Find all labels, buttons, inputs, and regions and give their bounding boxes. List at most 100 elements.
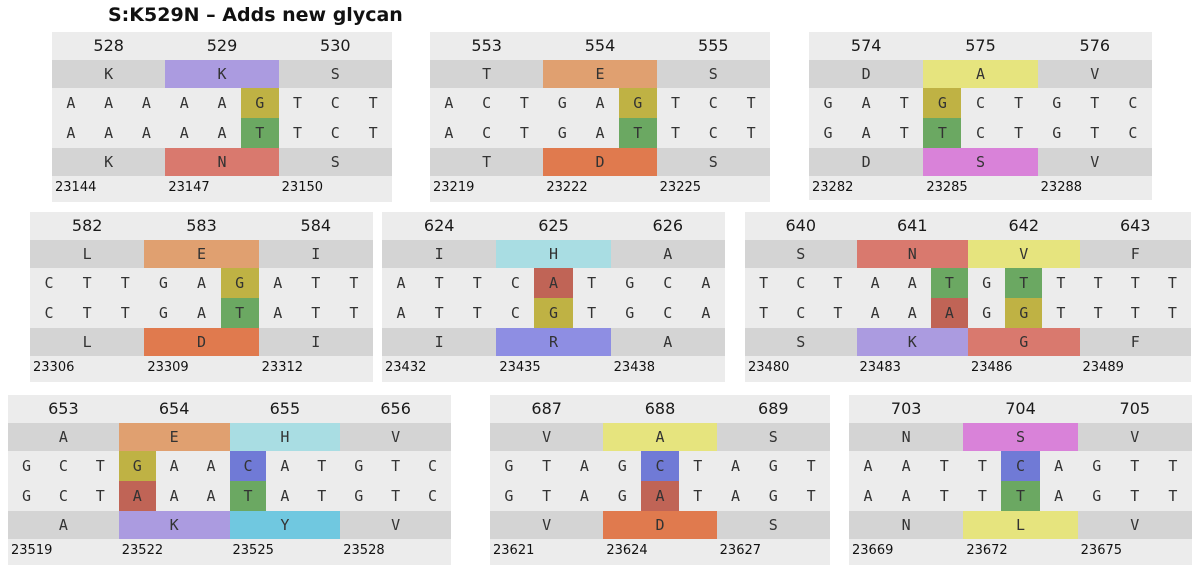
alt-nucleotide: T — [833, 304, 843, 322]
alt-nucleotide: T — [899, 124, 909, 142]
ref-nucleotide: G — [158, 274, 168, 292]
ref-amino-acid: A — [923, 60, 1038, 88]
codon-number: 687 — [531, 399, 562, 418]
genome-position: 23519 — [11, 543, 53, 558]
ref-amino-acid: S — [708, 65, 718, 83]
alt-amino-acid: S — [796, 333, 806, 351]
codon-number: 626 — [652, 216, 684, 235]
ref-nucleotide: A — [907, 274, 917, 292]
ref-nucleotide: A — [206, 457, 216, 475]
ref-nucleotide: G — [625, 274, 635, 292]
mutation-panel: 582 583 584 L E I L D I C T T G A G A T T C T T G A T A T T 23306 23… — [30, 212, 373, 382]
ref-amino-acid: H — [496, 240, 611, 268]
codon-number: 688 — [644, 399, 676, 418]
alt-nucleotide: A — [863, 487, 873, 505]
codon-number: 643 — [1119, 216, 1151, 235]
ref-nucleotide: T — [519, 94, 529, 112]
ref-nucleotide: T — [317, 457, 327, 475]
codon-number: 625 — [538, 216, 569, 235]
alt-nucleotide: G — [617, 487, 627, 505]
ref-nucleotide: T — [1130, 457, 1140, 475]
ref-amino-acid: N — [856, 240, 968, 268]
alt-amino-acid: A — [58, 516, 68, 534]
ref-nucleotide: C — [641, 451, 679, 481]
alt-nucleotide: A — [141, 124, 151, 142]
alt-nucleotide: G — [625, 304, 635, 322]
ref-nucleotide: C — [58, 457, 68, 475]
alt-amino-acid: V — [1090, 153, 1100, 171]
ref-nucleotide: G — [823, 94, 833, 112]
ref-nucleotide: T — [542, 457, 552, 475]
mutation-panel: 574 575 576 D A V D S V G A T G C T G T C G A T T C T G T C 23282 23… — [809, 32, 1152, 200]
ref-nucleotide: G — [118, 451, 156, 481]
alt-nucleotide: T — [1056, 304, 1066, 322]
codon-number: 582 — [71, 216, 103, 235]
ref-nucleotide: G — [354, 457, 364, 475]
ref-nucleotide: A — [273, 274, 283, 292]
alt-nucleotide: A — [731, 487, 741, 505]
alt-nucleotide: T — [220, 298, 259, 328]
ref-nucleotide: T — [1130, 274, 1140, 292]
alt-amino-acid: D — [603, 511, 717, 539]
alt-amino-acid: I — [311, 333, 321, 351]
ref-nucleotide: A — [870, 274, 880, 292]
ref-amino-acid: V — [1130, 428, 1140, 446]
ref-nucleotide: A — [901, 457, 911, 475]
codon-number: 575 — [965, 36, 996, 55]
ref-nucleotide: T — [930, 268, 968, 298]
ref-amino-acid: I — [311, 245, 321, 263]
ref-amino-acid: N — [901, 428, 911, 446]
alt-amino-acid: F — [1130, 333, 1140, 351]
codon-number: 656 — [380, 399, 411, 418]
ref-nucleotide: A — [731, 457, 741, 475]
mutation-panel: 624 625 626 I H A I R A A T T C A T G C A A T T C G T G C A 23432 23… — [382, 212, 725, 382]
ref-nucleotide: C — [1001, 451, 1040, 481]
ref-amino-acid: A — [663, 245, 673, 263]
ref-nucleotide: T — [693, 457, 703, 475]
alt-nucleotide: A — [595, 124, 605, 142]
ref-amino-acid: K — [165, 60, 279, 88]
ref-nucleotide: C — [229, 451, 267, 481]
codon-number: 624 — [423, 216, 455, 235]
alt-nucleotide: C — [482, 124, 492, 142]
alt-nucleotide: T — [391, 487, 401, 505]
mutation-panel: 653 654 655 656 A E H V A K Y V G C T G A A C A T G T C G C T A A A T A… — [8, 395, 451, 565]
codon-number: 640 — [785, 216, 817, 235]
figure-title: S:K529N – Adds new glycan — [108, 4, 403, 26]
ref-nucleotide: C — [330, 94, 340, 112]
genome-position: 23222 — [546, 180, 588, 195]
ref-amino-acid: V — [1090, 65, 1100, 83]
alt-nucleotide: C — [796, 304, 806, 322]
ref-nucleotide: T — [899, 94, 909, 112]
ref-nucleotide: G — [982, 274, 992, 292]
alt-nucleotide: T — [1001, 481, 1040, 511]
ref-amino-acid: K — [104, 65, 114, 83]
alt-nucleotide: T — [240, 118, 279, 148]
alt-nucleotide: T — [368, 124, 378, 142]
ref-amino-acid: S — [330, 65, 340, 83]
ref-nucleotide: G — [240, 88, 279, 118]
alt-nucleotide: G — [534, 298, 573, 328]
alt-nucleotide: T — [120, 304, 130, 322]
ref-nucleotide: T — [311, 274, 321, 292]
ref-nucleotide: A — [104, 94, 114, 112]
ref-nucleotide: A — [701, 274, 711, 292]
alt-nucleotide: G — [158, 304, 168, 322]
alt-nucleotide: T — [671, 124, 681, 142]
ref-nucleotide: G — [220, 268, 259, 298]
codon-number: 642 — [1008, 216, 1040, 235]
genome-position: 23486 — [971, 360, 1013, 375]
ref-amino-acid: H — [229, 423, 341, 451]
ref-nucleotide: C — [510, 274, 520, 292]
ref-nucleotide: A — [534, 268, 573, 298]
alt-nucleotide: A — [118, 481, 156, 511]
genome-position: 23522 — [121, 543, 164, 558]
ref-nucleotide: C — [1128, 94, 1138, 112]
genome-position: 23312 — [261, 360, 304, 375]
alt-nucleotide: A — [930, 298, 968, 328]
alt-nucleotide: G — [982, 304, 992, 322]
alt-nucleotide: C — [975, 124, 985, 142]
ref-amino-acid: V — [968, 240, 1080, 268]
alt-nucleotide: T — [293, 124, 303, 142]
alt-nucleotide: A — [701, 304, 711, 322]
